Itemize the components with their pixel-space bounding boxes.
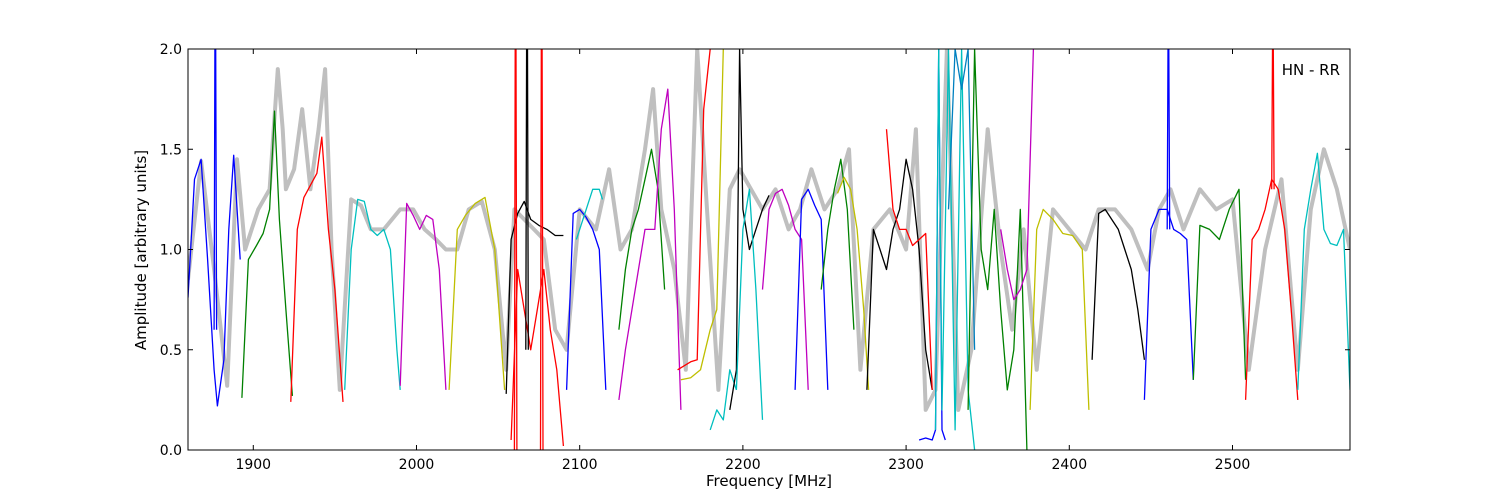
y-tick-label: 0.0 — [160, 443, 182, 459]
series-line-24 — [836, 176, 870, 390]
x-tick-label: 2400 — [1051, 457, 1087, 473]
series-line-9 — [513, 49, 518, 450]
series-line-3 — [290, 136, 344, 402]
series-line-7 — [505, 200, 564, 394]
series-line-11 — [539, 49, 544, 450]
series-line-18 — [709, 369, 738, 431]
y-tick-label: 0.5 — [160, 343, 182, 359]
series-line-37 — [1244, 178, 1299, 400]
series-line-17 — [680, 49, 724, 381]
series-line-20 — [735, 188, 764, 420]
series-line-15 — [618, 88, 682, 410]
plot-frame — [187, 48, 1351, 451]
series-line-14 — [618, 148, 666, 330]
x-tick-label: 2500 — [1215, 457, 1251, 473]
y-tick-label: 2.0 — [160, 42, 182, 58]
x-tick-label: 2300 — [888, 457, 924, 473]
series-line-38 — [1271, 49, 1275, 190]
series-line-36 — [1192, 188, 1247, 380]
plot-lines — [188, 49, 1350, 450]
x-tick-label: 1900 — [235, 457, 271, 473]
series-line-31 — [1000, 49, 1035, 301]
series-line-13 — [575, 188, 604, 240]
annotation-label: HN - RR — [1282, 61, 1340, 79]
series-line-0 — [188, 154, 241, 407]
series-line-33 — [1091, 208, 1146, 360]
x-axis-label: Frequency [MHz] — [706, 472, 832, 490]
series-line-23 — [820, 158, 855, 330]
x-tick-label: 2200 — [725, 457, 761, 473]
axis-ticks: 1900 2000 2100 2200 2300 2400 2500 0.0 0.5 1.0 1.5… — [160, 42, 1350, 473]
y-tick-label: 1.0 — [160, 243, 182, 259]
series-line-30 — [967, 49, 1028, 450]
series-line-32 — [1029, 208, 1090, 410]
series-line-35 — [1166, 49, 1171, 230]
background-series-line — [188, 49, 1350, 412]
series-line-29 — [947, 49, 976, 350]
series-line-25 — [866, 158, 933, 391]
series-line-19 — [729, 49, 770, 411]
series-line-5 — [399, 202, 447, 390]
series-line-4 — [344, 198, 401, 390]
series-line-22 — [794, 188, 829, 390]
series-line-12 — [565, 208, 607, 390]
series-line-39 — [1297, 152, 1350, 390]
x-tick-label: 2100 — [562, 457, 598, 473]
series-line-8 — [510, 268, 565, 447]
x-tick-label: 2000 — [399, 457, 435, 473]
series-line-26 — [885, 129, 933, 390]
series-line-10 — [525, 49, 529, 350]
series-line-1 — [213, 49, 218, 330]
series-line-2 — [241, 110, 294, 398]
series-line-16 — [677, 49, 711, 371]
series-line-28 — [934, 49, 976, 450]
series-line-34 — [1143, 208, 1194, 400]
y-axis-label: Amplitude [arbitrary units] — [132, 150, 150, 350]
series-line-6 — [448, 196, 506, 390]
y-tick-label: 1.5 — [160, 142, 182, 158]
